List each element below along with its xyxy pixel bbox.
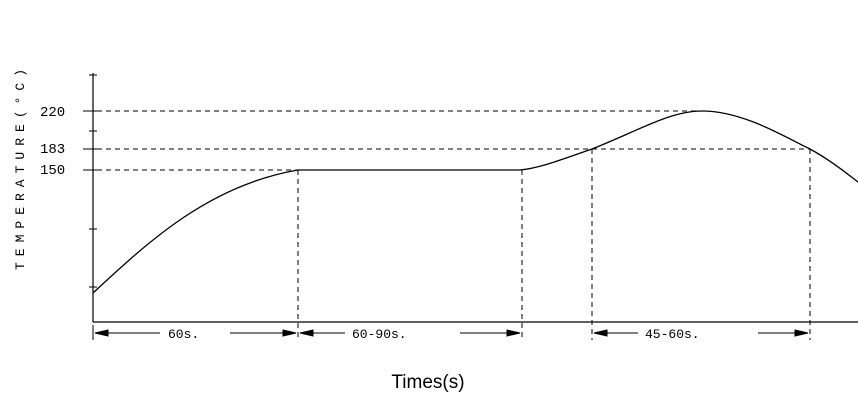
dimension-3	[593, 329, 809, 337]
interval-label-2: 60-90s.	[352, 327, 407, 342]
guide-lines	[97, 110, 811, 340]
interval-label-1: 60s.	[168, 327, 199, 342]
y-major-ticks	[83, 110, 97, 171]
y-tick-220: 220	[40, 105, 65, 121]
y-tick-183: 183	[40, 142, 65, 158]
y-minor-ticks	[89, 74, 97, 288]
x-axis-title: Times(s)	[391, 372, 464, 393]
interval-label-3: 45-60s.	[645, 327, 700, 342]
temperature-curve	[92, 110, 858, 294]
dimension-2	[299, 329, 521, 337]
dimension-1	[92, 325, 297, 340]
y-axis-title: TEMPERATURE(°C)	[13, 63, 28, 270]
y-tick-150: 150	[40, 163, 65, 179]
